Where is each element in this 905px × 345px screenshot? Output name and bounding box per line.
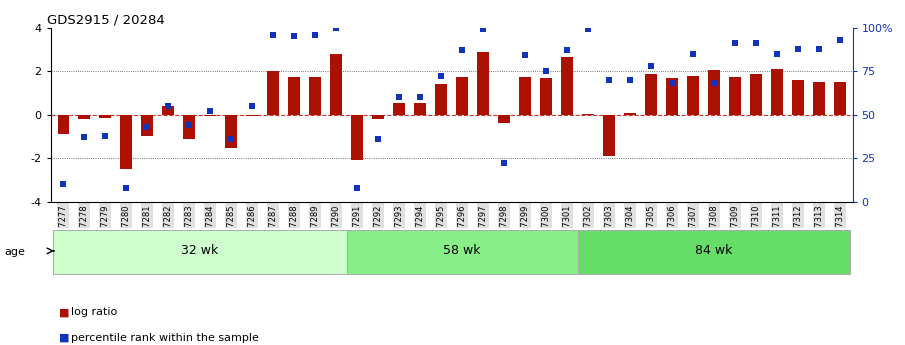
Bar: [184, 115, 195, 139]
Bar: [834, 82, 845, 115]
Bar: [100, 115, 111, 118]
Bar: [771, 69, 783, 115]
Point: [224, 136, 238, 142]
Point: [455, 48, 470, 53]
Bar: [456, 77, 468, 115]
Point: [581, 27, 595, 32]
Bar: [666, 78, 678, 115]
Text: ■: ■: [59, 333, 70, 343]
Point: [748, 40, 763, 46]
Point: [770, 51, 785, 57]
Point: [833, 37, 847, 42]
Point: [728, 40, 742, 46]
Bar: [540, 78, 552, 115]
Bar: [709, 70, 719, 115]
Point: [686, 51, 700, 57]
Point: [665, 81, 680, 86]
Point: [791, 46, 805, 51]
Bar: [163, 106, 174, 115]
Bar: [372, 115, 384, 119]
Bar: [267, 71, 279, 115]
Bar: [351, 115, 363, 160]
Bar: [310, 77, 321, 115]
Point: [371, 136, 386, 142]
Bar: [561, 57, 573, 115]
Point: [707, 81, 721, 86]
Bar: [687, 76, 699, 115]
Bar: [604, 115, 614, 156]
Text: 32 wk: 32 wk: [181, 244, 218, 257]
Bar: [645, 75, 657, 115]
Point: [476, 27, 491, 32]
Point: [413, 95, 427, 100]
Text: log ratio: log ratio: [71, 307, 118, 317]
Text: GDS2915 / 20284: GDS2915 / 20284: [47, 13, 165, 27]
Bar: [435, 84, 447, 115]
Point: [308, 32, 322, 37]
Bar: [205, 115, 216, 116]
Point: [812, 46, 826, 51]
Bar: [792, 80, 804, 115]
Point: [623, 77, 637, 82]
Point: [203, 108, 217, 114]
Bar: [582, 114, 594, 115]
Bar: [246, 115, 258, 116]
Point: [98, 133, 112, 138]
Bar: [289, 77, 300, 115]
Bar: [577, 230, 851, 274]
Point: [560, 48, 575, 53]
Bar: [347, 230, 577, 274]
Bar: [814, 82, 824, 115]
Point: [350, 185, 365, 191]
Text: 84 wk: 84 wk: [695, 244, 733, 257]
Bar: [729, 77, 740, 115]
Text: ■: ■: [59, 307, 70, 317]
Point: [161, 103, 176, 109]
Point: [245, 103, 260, 109]
Bar: [477, 51, 489, 115]
Point: [433, 73, 448, 79]
Bar: [750, 75, 762, 115]
Bar: [519, 77, 531, 115]
Point: [538, 68, 553, 74]
Bar: [414, 103, 426, 115]
Point: [140, 124, 155, 130]
Text: percentile rank within the sample: percentile rank within the sample: [71, 333, 260, 343]
Point: [497, 161, 511, 166]
Bar: [141, 115, 153, 137]
Bar: [120, 115, 132, 169]
Bar: [624, 112, 636, 115]
Bar: [394, 103, 405, 115]
Text: age: age: [5, 247, 25, 257]
Text: 58 wk: 58 wk: [443, 244, 481, 257]
Point: [329, 25, 343, 30]
Bar: [52, 230, 347, 274]
Bar: [225, 115, 237, 148]
Point: [56, 181, 71, 187]
Point: [287, 33, 301, 39]
Point: [518, 53, 532, 58]
Point: [182, 122, 196, 128]
Point: [643, 63, 658, 69]
Bar: [79, 115, 90, 119]
Bar: [499, 115, 510, 124]
Point: [266, 32, 281, 37]
Bar: [330, 54, 342, 115]
Point: [77, 135, 91, 140]
Point: [602, 77, 616, 82]
Point: [119, 185, 133, 191]
Point: [392, 95, 406, 100]
Bar: [58, 115, 69, 134]
